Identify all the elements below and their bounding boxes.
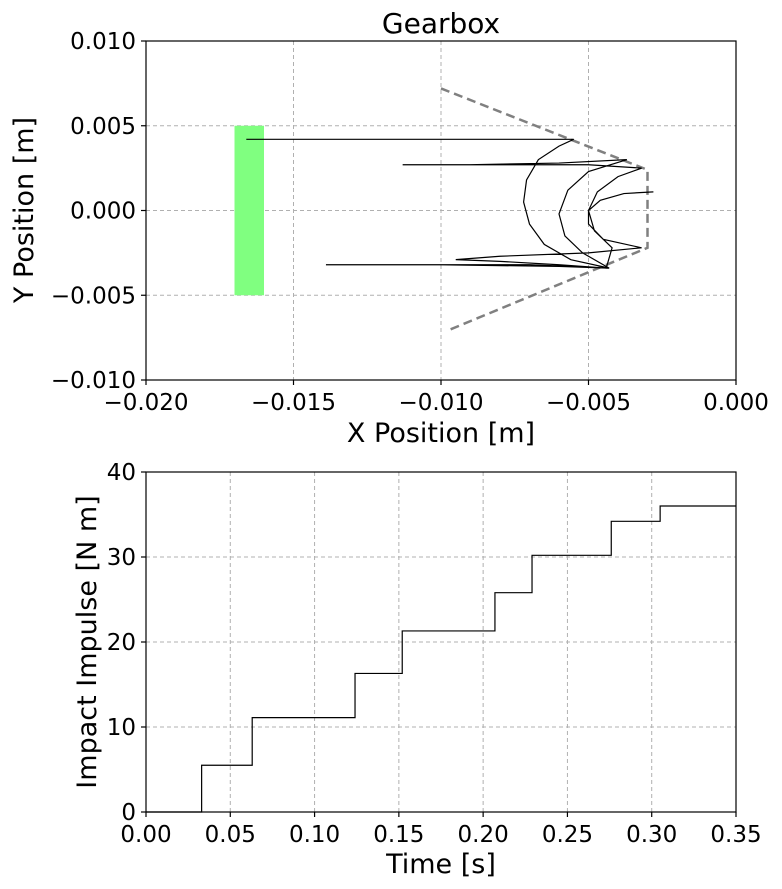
y-tick-label: 30	[107, 545, 136, 571]
x-tick-label: 0.05	[205, 822, 256, 848]
impulse-plot: 0.00 0.05 0.10 0.15 0.20 0.25 0.30 0.35 0 10 20 30 4…	[72, 460, 762, 880]
ticks: 0.00 0.05 0.10 0.15 0.20 0.25 0.30 0.35 0 10 20 30 4…	[107, 460, 762, 848]
plot-frame	[145, 471, 737, 813]
y-tick-label: 40	[107, 460, 136, 486]
ticks: −0.020 −0.015 −0.010 −0.005 0.000 −0.010 −0.00…	[51, 29, 769, 416]
plot-frame	[145, 40, 737, 381]
x-tick-label: 0.25	[542, 822, 593, 848]
x-tick-label: 0.35	[710, 822, 761, 848]
gearbox-position-plot: Gearbox −0.020 −0.015 −0.010 −0.005 0.000−0.…	[9, 7, 769, 449]
x-axis-label: Time [s]	[385, 849, 496, 880]
y-axis-label: Y Position [m]	[9, 117, 40, 304]
x-tick-label: 0.000	[703, 390, 769, 416]
y-tick-label: 0.000	[70, 199, 136, 225]
gear-boundary-line	[440, 87, 649, 332]
trajectory-line	[246, 138, 654, 269]
y-tick-label: 10	[107, 715, 136, 741]
x-tick-label: −0.010	[398, 390, 483, 416]
y-tick-label: −0.005	[51, 283, 136, 309]
x-tick-label: 0.00	[120, 822, 171, 848]
y-tick-label: 0.010	[70, 29, 136, 55]
x-tick-label: −0.015	[251, 390, 336, 416]
x-tick-label: −0.020	[103, 390, 188, 416]
impact-zone-rect	[234, 125, 264, 296]
x-tick-label: 0.20	[458, 822, 509, 848]
x-tick-label: 0.30	[626, 822, 677, 848]
y-axis-label: Impact Impulse [N m]	[72, 495, 103, 788]
chart-title: Gearbox	[382, 7, 500, 40]
grid	[145, 471, 737, 813]
impulse-step-line	[146, 505, 736, 813]
x-axis-label: X Position [m]	[347, 418, 535, 449]
x-tick-label: −0.005	[546, 390, 631, 416]
y-tick-label: 20	[107, 630, 136, 656]
y-tick-label: −0.010	[51, 368, 136, 394]
y-tick-label: 0.005	[70, 114, 136, 140]
y-tick-label: 0	[121, 800, 136, 826]
x-tick-label: 0.10	[289, 822, 340, 848]
x-tick-label: 0.15	[373, 822, 424, 848]
